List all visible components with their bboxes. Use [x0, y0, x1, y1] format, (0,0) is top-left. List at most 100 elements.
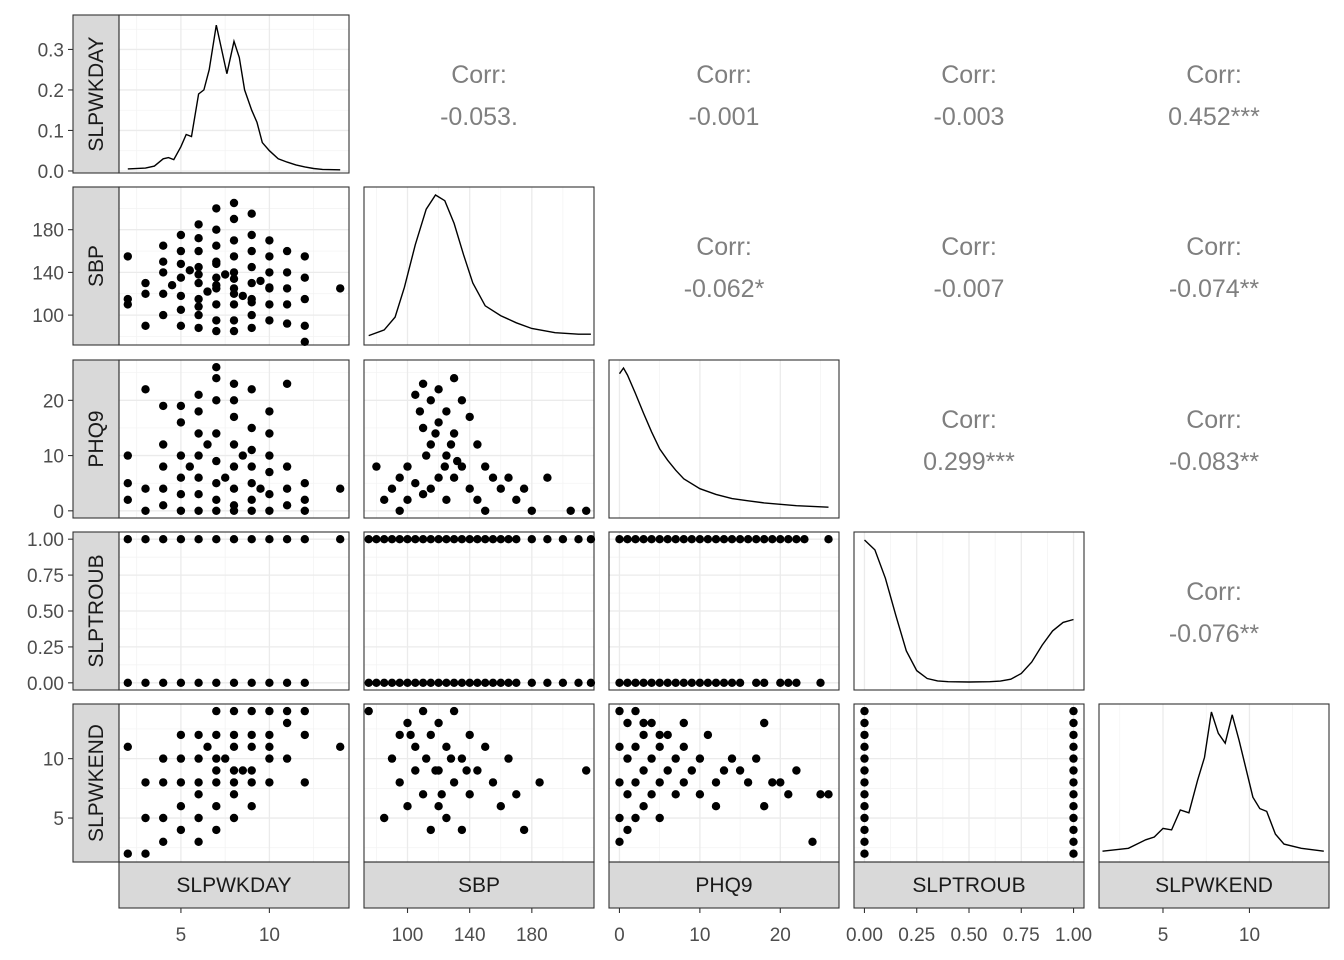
scatter-point: [159, 754, 168, 763]
scatter-point: [446, 440, 456, 449]
scatter-point: [265, 252, 274, 261]
scatter-point: [282, 379, 292, 388]
scatter-point: [453, 456, 462, 466]
scatter-point: [418, 790, 428, 799]
scatter-point: [141, 678, 150, 687]
scatter-point: [265, 283, 274, 292]
x-tick-label: 10: [1239, 925, 1260, 946]
scatter-point: [194, 262, 203, 272]
corr-label: Corr:: [1186, 233, 1242, 261]
scatter-point: [212, 429, 221, 438]
scatter-point: [123, 479, 132, 488]
scatter-point: [527, 506, 536, 515]
scatter-point: [194, 473, 203, 482]
row-strip: [72, 703, 120, 863]
scatter-point: [411, 766, 420, 775]
panel-border: [608, 703, 840, 863]
scatter-point: [679, 718, 688, 728]
scatter-point: [238, 291, 247, 301]
x-tick-label: 20: [770, 925, 791, 946]
panel-grid: [364, 360, 594, 518]
corr-label: Corr:: [941, 406, 997, 434]
scatter-point: [703, 535, 713, 544]
scatter-point: [229, 252, 239, 261]
scatter-point: [229, 214, 239, 224]
scatter-point: [679, 535, 688, 544]
scatter-point: [647, 754, 656, 763]
scatter-point: [395, 730, 404, 740]
row-strip-label: SLPWKDAY: [85, 36, 108, 151]
scatter-point: [300, 337, 309, 346]
scatter-point: [671, 678, 680, 687]
scatter-point: [300, 321, 309, 330]
scatter-point: [784, 678, 793, 687]
x-tick-label: 10: [259, 925, 280, 946]
scatter-point: [623, 754, 632, 763]
scatter-point: [185, 462, 194, 471]
scatter-point: [647, 718, 656, 728]
scatter-point: [194, 813, 203, 823]
scatter-point: [752, 535, 761, 544]
scatter-point: [212, 326, 221, 336]
panel-grid: [364, 704, 594, 862]
scatter-point: [229, 678, 239, 687]
scatter-point: [679, 778, 688, 787]
corr-value: -0.062*: [684, 275, 765, 303]
scatter-point: [229, 274, 239, 283]
scatter-point: [440, 462, 449, 471]
scatter-point: [141, 506, 150, 515]
scatter-point: [194, 390, 203, 399]
scatter-point: [176, 506, 186, 515]
scatter-point: [212, 273, 221, 282]
scatter-point: [141, 385, 150, 394]
scatter-point: [711, 535, 721, 544]
scatter-point: [735, 766, 745, 775]
scatter-point: [212, 506, 221, 515]
scatter-point: [457, 678, 467, 687]
scatter-point: [631, 535, 640, 544]
scatter-point: [808, 837, 817, 846]
scatter-point: [176, 401, 186, 411]
scatter-panel-sbp-slpwkend: [364, 706, 591, 835]
scatter-point: [265, 268, 274, 277]
scatter-point: [1069, 778, 1078, 787]
scatter-point: [194, 220, 203, 229]
scatter-point: [446, 754, 456, 763]
scatter-point: [159, 778, 168, 787]
scatter-point: [687, 678, 696, 687]
scatter-panel-phq9-slptroub: [615, 535, 833, 687]
scatter-point: [655, 813, 664, 823]
scatter-point: [1069, 813, 1078, 823]
scatter-point: [176, 490, 186, 499]
scatter-point: [426, 440, 435, 449]
scatter-point: [860, 766, 869, 775]
scatter-point: [247, 323, 256, 333]
scatter-point: [336, 284, 345, 293]
scatter-point: [743, 535, 753, 544]
scatter-point: [229, 379, 239, 388]
density-line-slptroub: [864, 539, 1074, 683]
scatter-point: [655, 778, 664, 787]
scatter-point: [776, 778, 785, 787]
scatter-point: [418, 490, 428, 499]
scatter-point: [194, 490, 203, 499]
scatter-point: [229, 778, 239, 787]
scatter-point: [711, 802, 721, 811]
scatter-point: [860, 742, 869, 751]
scatter-point: [406, 730, 415, 740]
scatter-point: [481, 462, 490, 471]
scatter-point: [176, 305, 186, 314]
scatter-point: [238, 451, 247, 460]
scatter-point: [623, 825, 632, 835]
scatter-point: [212, 766, 221, 775]
scatter-point: [434, 802, 443, 811]
column-strip-label: SBP: [458, 874, 500, 897]
scatter-point: [212, 754, 221, 763]
scatter-panel-sbp-slptroub: [364, 535, 596, 687]
scatter-point: [238, 766, 247, 775]
scatter-point: [411, 742, 420, 751]
scatter-point: [282, 501, 292, 510]
scatter-point: [473, 440, 482, 449]
scatter-point: [695, 678, 705, 687]
scatter-point: [212, 300, 221, 309]
